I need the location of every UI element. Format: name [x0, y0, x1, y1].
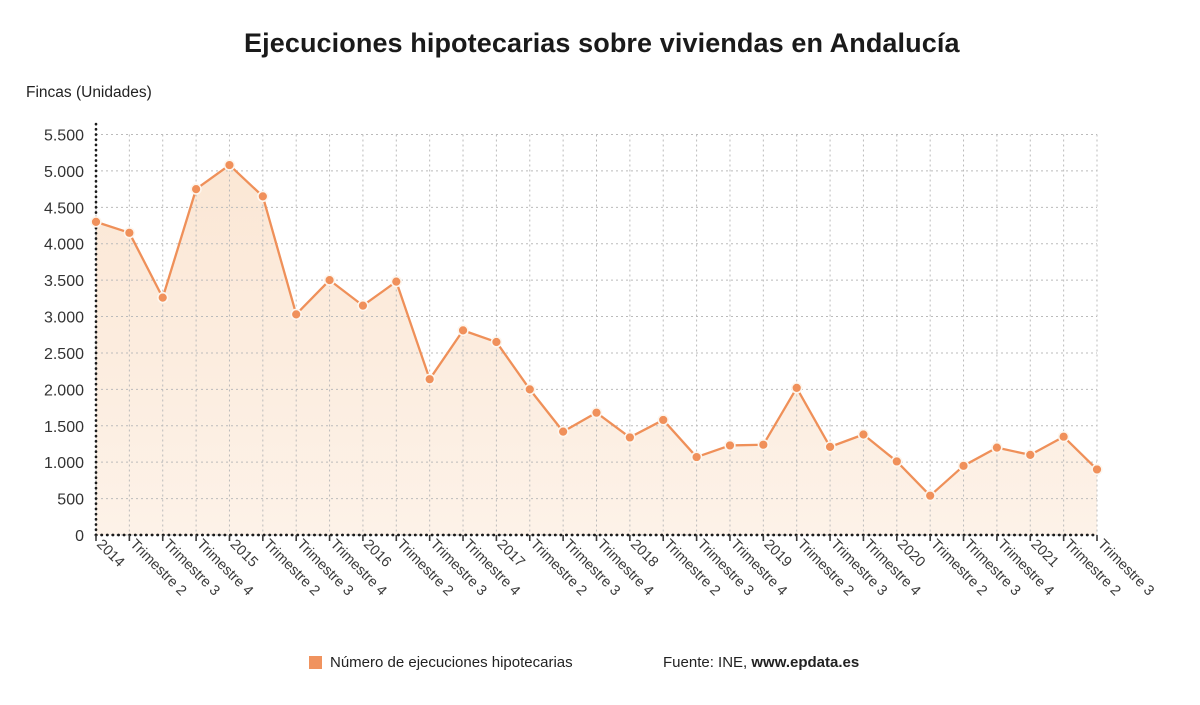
svg-text:1.500: 1.500: [44, 419, 84, 436]
svg-text:2014: 2014: [93, 537, 127, 571]
svg-text:5.000: 5.000: [44, 164, 84, 181]
svg-text:4.500: 4.500: [44, 200, 84, 217]
svg-text:500: 500: [57, 492, 84, 509]
svg-text:0: 0: [75, 528, 84, 545]
svg-text:1.000: 1.000: [44, 455, 84, 472]
svg-text:3.500: 3.500: [44, 273, 84, 290]
svg-text:5.500: 5.500: [44, 128, 84, 145]
svg-text:4.000: 4.000: [44, 237, 84, 254]
svg-text:2.000: 2.000: [44, 382, 84, 399]
svg-text:3.000: 3.000: [44, 310, 84, 327]
svg-text:2.500: 2.500: [44, 346, 84, 363]
